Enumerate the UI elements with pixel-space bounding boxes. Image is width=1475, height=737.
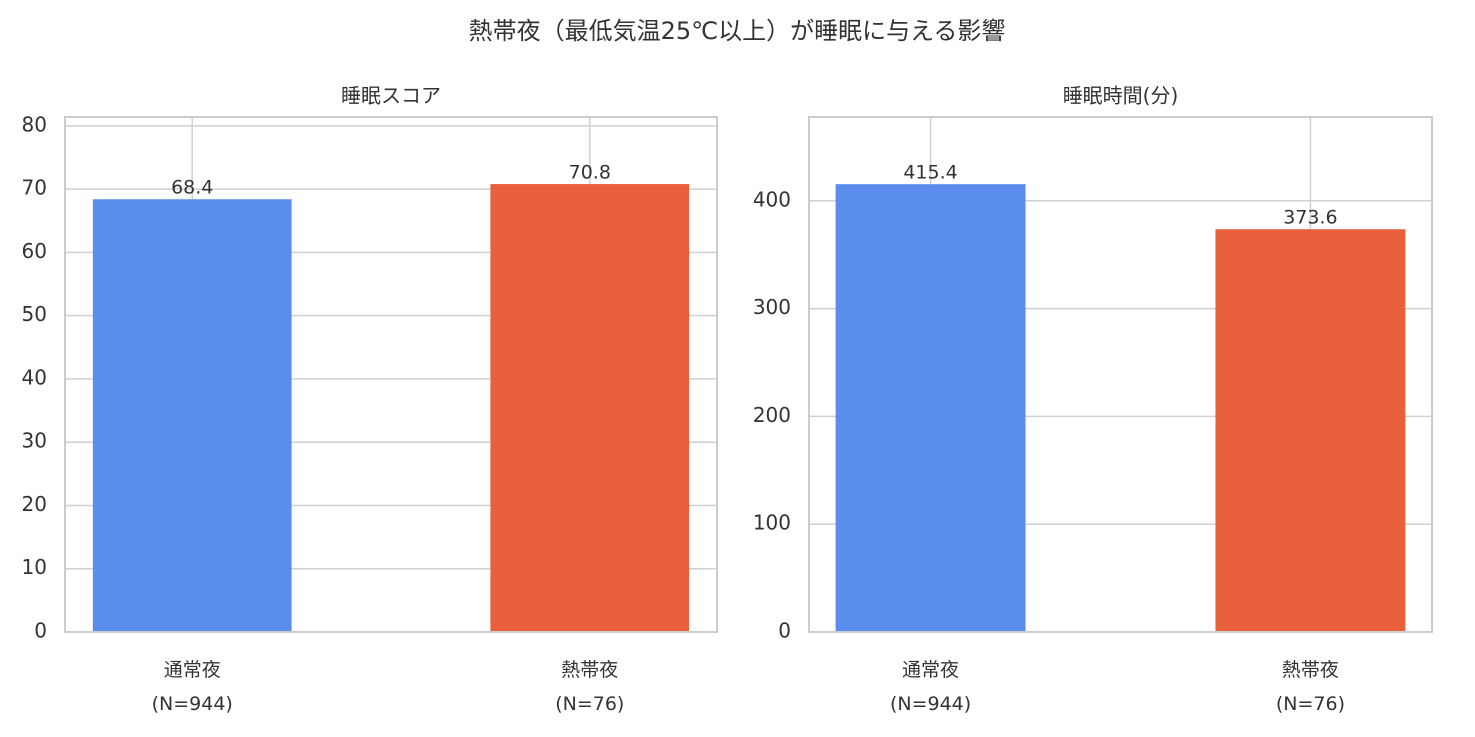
subplot-title: 睡眠時間(分): [1063, 84, 1179, 108]
bar: [490, 184, 690, 632]
y-tick-label: 40: [22, 365, 47, 389]
y-tick-label: 100: [753, 511, 791, 535]
y-tick-label: 0: [34, 619, 47, 643]
plot-frame: [64, 116, 718, 633]
x-tick-label: 通常夜(N=944): [890, 659, 971, 715]
y-tick-label: 300: [753, 295, 791, 319]
x-tick-label: 通常夜(N=944): [152, 659, 233, 715]
bar: [92, 199, 292, 632]
plot-frame: [808, 116, 1433, 633]
value-label: 373.6: [1283, 207, 1337, 229]
value-label: 415.4: [903, 162, 957, 184]
y-tick-label: 30: [22, 429, 47, 453]
subplot-title: 睡眠スコア: [341, 84, 441, 108]
y-tick-label: 80: [22, 112, 47, 136]
x-tick-label: 熱帯夜(N=76): [555, 659, 624, 715]
y-tick-label: 400: [753, 187, 791, 211]
y-tick-label: 20: [22, 492, 47, 516]
y-tick-label: 60: [22, 239, 47, 263]
y-tick-label: 0: [778, 619, 791, 643]
value-label: 70.8: [569, 162, 611, 184]
value-label: 68.4: [171, 177, 213, 199]
bar: [1215, 229, 1406, 632]
y-tick-label: 50: [22, 302, 47, 326]
y-tick-label: 200: [753, 403, 791, 427]
y-tick-label: 10: [22, 555, 47, 579]
bar: [835, 184, 1026, 632]
x-tick-label: 熱帯夜(N=76): [1276, 659, 1345, 715]
figure-title: 熱帯夜（最低気温25℃以上）が睡眠に与える影響: [469, 17, 1006, 45]
y-tick-label: 70: [22, 176, 47, 200]
